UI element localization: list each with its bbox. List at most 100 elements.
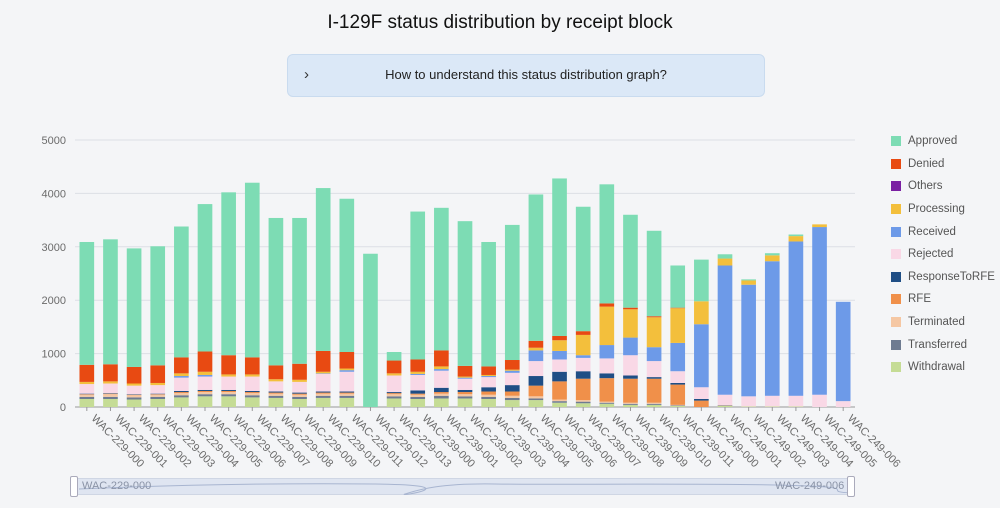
bar-segment xyxy=(835,301,851,402)
bar-segment xyxy=(150,394,166,395)
bar-segment xyxy=(599,358,615,374)
bar-segment xyxy=(268,391,284,393)
bar-segment xyxy=(244,374,260,377)
bar-segment xyxy=(339,393,355,396)
bar-segment xyxy=(268,365,284,380)
bar-segment xyxy=(434,387,449,393)
bar-segment xyxy=(221,192,236,356)
bar-segment xyxy=(552,359,567,372)
bar-segment xyxy=(197,371,213,375)
bar-segment xyxy=(575,401,591,404)
bar-segment xyxy=(386,396,402,399)
legend-item[interactable]: Rejected xyxy=(891,243,995,266)
legend-swatch xyxy=(891,204,901,215)
bar-segment xyxy=(150,382,166,386)
bar-segment xyxy=(457,377,473,379)
zoom-handle-left[interactable] xyxy=(70,476,78,497)
bar-segment xyxy=(528,396,544,399)
bar-segment xyxy=(694,324,709,388)
bar-segment xyxy=(221,374,236,377)
zoom-end-label: WAC-249-006 xyxy=(775,480,845,492)
bar-segment xyxy=(599,306,615,346)
legend-item[interactable]: Terminated xyxy=(891,311,995,334)
legend-item[interactable]: Others xyxy=(891,175,995,198)
bar-segment xyxy=(694,400,709,407)
legend-item[interactable]: Denied xyxy=(891,153,995,176)
legend-item[interactable]: RFE xyxy=(891,288,995,311)
bar-segment xyxy=(410,373,426,375)
bar-segment xyxy=(623,375,638,379)
bar-segment xyxy=(504,400,520,407)
bar-segment xyxy=(764,253,780,256)
bar-segment xyxy=(694,398,709,401)
bar-segment xyxy=(812,227,827,395)
bar-segment xyxy=(79,398,95,407)
bar-segment xyxy=(386,373,402,376)
legend-label: Rejected xyxy=(908,248,954,261)
bar-segment xyxy=(339,392,355,394)
bar-segment xyxy=(79,394,95,397)
bar-segment xyxy=(623,378,638,403)
legend-swatch xyxy=(891,181,901,192)
y-tick-label: 4000 xyxy=(42,188,66,200)
bar-segment xyxy=(528,347,544,351)
bar-segment xyxy=(315,371,331,374)
bar-segment xyxy=(623,309,638,338)
bar-segment xyxy=(457,221,473,366)
bar-segment xyxy=(79,241,95,365)
bar-segment xyxy=(504,395,520,398)
legend-swatch xyxy=(891,226,901,237)
bar-segment xyxy=(434,370,449,388)
bar-segment xyxy=(197,396,213,407)
zoom-handle-right[interactable] xyxy=(847,476,855,497)
bar-segment xyxy=(268,381,284,392)
zoom-slider-track[interactable] xyxy=(74,478,851,495)
legend-item[interactable]: Processing xyxy=(891,198,995,221)
bar-segment xyxy=(528,376,544,386)
bar-segment xyxy=(221,394,236,397)
bar-segment xyxy=(244,395,260,398)
bar-segment xyxy=(292,394,307,397)
bar-segment xyxy=(174,392,189,394)
legend-item[interactable]: Withdrawal xyxy=(891,356,995,379)
bar-segment xyxy=(764,261,780,396)
bar-segment xyxy=(79,364,95,382)
bar-segment xyxy=(268,395,284,398)
bar-segment xyxy=(552,178,567,336)
bar-segment xyxy=(528,340,544,348)
bar-segment xyxy=(386,351,402,361)
bar-segment xyxy=(646,317,662,348)
legend-label: Terminated xyxy=(908,316,965,329)
bar-segment xyxy=(315,373,331,392)
bar-segment xyxy=(339,351,355,369)
bar-segment xyxy=(434,395,449,399)
bar-segment xyxy=(174,393,189,396)
legend-item[interactable]: Approved xyxy=(891,130,995,153)
bar-segment xyxy=(79,381,95,385)
bar-segment xyxy=(103,393,118,394)
bar-segment xyxy=(481,376,496,378)
bar-segment xyxy=(126,394,142,395)
bar-segment xyxy=(646,403,662,405)
bar-segment xyxy=(434,398,449,407)
bar-segment xyxy=(788,234,804,237)
bar-segment xyxy=(126,399,142,407)
bar-segment xyxy=(764,395,780,407)
legend-item[interactable]: Received xyxy=(891,220,995,243)
help-accordion[interactable]: › How to understand this status distribu… xyxy=(287,54,765,97)
bar-segment xyxy=(174,397,189,407)
bar-segment xyxy=(126,397,142,400)
bar-segment xyxy=(410,396,426,399)
bar-segment xyxy=(268,217,284,366)
bar-segment xyxy=(481,391,496,395)
legend-item[interactable]: ResponseToRFE xyxy=(891,266,995,289)
bar-segment xyxy=(103,364,118,382)
bar-segment xyxy=(150,394,166,397)
bar-segment xyxy=(575,355,591,358)
bar-segment xyxy=(457,398,473,407)
bar-segment xyxy=(599,378,615,402)
legend-item[interactable]: Transferred xyxy=(891,333,995,356)
bar-segment xyxy=(717,405,733,406)
bar-segment xyxy=(552,335,567,341)
